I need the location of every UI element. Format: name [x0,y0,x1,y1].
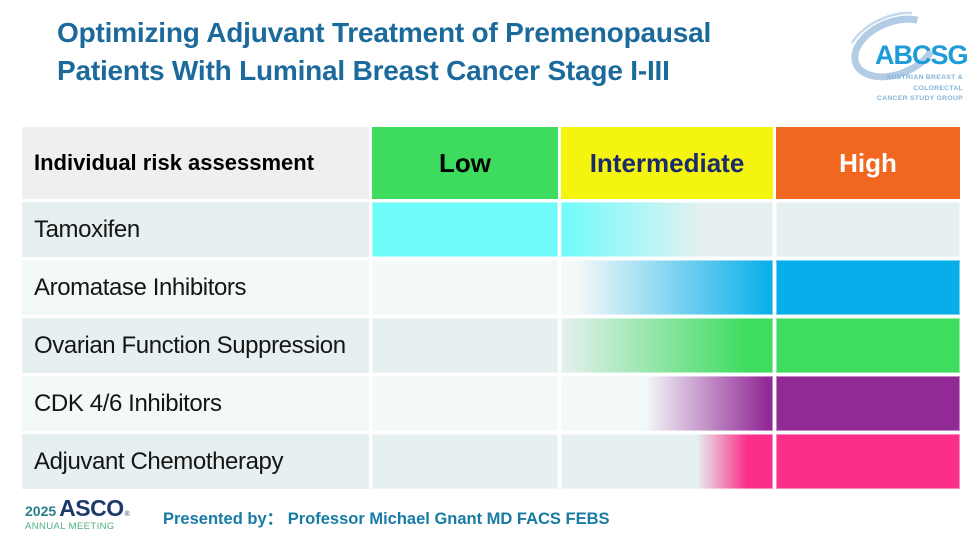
cell-cdk-high [776,376,960,431]
cell-aromatase-high [776,260,960,315]
presented-by-line: Presented by： Professor Michael Gnant MD… [163,505,610,529]
row-label-cdk-inhibitors: CDK 4/6 Inhibitors [22,376,369,431]
table-header-individual-risk-assessment: Individual risk assessment [22,127,369,199]
asco-annual-meeting-label: ANNUAL MEETING [25,521,115,532]
asco-year: 2025 [25,503,57,519]
presented-by-label: Presented by： [163,510,284,528]
cell-tamoxifen-low [372,202,558,257]
cell-aromatase-low [372,260,558,315]
slide-title-line2: Patients With Luminal Breast Cancer Stag… [57,55,670,87]
abcsg-logo: ABCSG AUSTRIAN BREAST & COLORECTAL CANCER… [840,4,969,106]
abcsg-logo-text: ABCSG [875,40,969,70]
row-label-adjuvant-chemotherapy: Adjuvant Chemotherapy [22,434,369,489]
abcsg-subtitle-line1: AUSTRIAN BREAST & COLORECTAL [886,74,963,92]
asco-registered-mark: ® [124,511,130,518]
cell-cdk-intermediate [561,376,773,431]
cell-ovarian-high [776,318,960,373]
cell-tamoxifen-intermediate [561,202,773,257]
abcsg-subtitle-line2: CANCER STUDY GROUP [876,95,963,103]
abcsg-swirl-icon [845,11,945,85]
cell-ovarian-intermediate [561,318,773,373]
cell-chemo-low [372,434,558,489]
cell-ovarian-low [372,318,558,373]
row-label-aromatase-inhibitors: Aromatase Inhibitors [22,260,369,315]
asco-name: ASCO [59,495,124,521]
slide-title: Optimizing Adjuvant Treatment of Premeno… [57,14,711,90]
row-label-tamoxifen: Tamoxifen [22,202,369,257]
row-label-ovarian-function-suppression: Ovarian Function Suppression [22,318,369,373]
cell-chemo-intermediate [561,434,773,489]
cell-tamoxifen-high [776,202,960,257]
cell-chemo-high [776,434,960,489]
cell-cdk-low [372,376,558,431]
table-header-high: High [776,127,960,199]
asco-logo-top: 2025 ASCO ® [25,497,130,520]
cell-aromatase-intermediate [561,260,773,315]
abcsg-logo-subtitle: AUSTRIAN BREAST & COLORECTAL CANCER STUDY… [840,73,963,105]
table-header-low: Low [372,127,558,199]
presenter-name: Professor Michael Gnant MD FACS FEBS [287,510,610,528]
table-header-intermediate: Intermediate [561,127,773,199]
slide-title-line1: Optimizing Adjuvant Treatment of Premeno… [57,17,712,48]
risk-assessment-table: Individual risk assessment Low Intermedi… [22,127,960,489]
asco-annual-meeting-logo: 2025 ASCO ® ANNUAL MEETING [25,497,130,532]
